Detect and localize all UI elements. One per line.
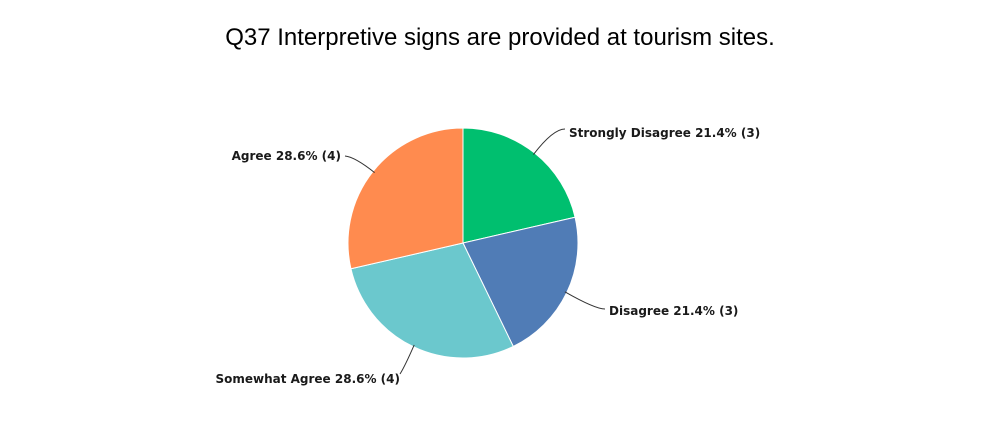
slice-label: Somewhat Agree 28.6% (4): [215, 372, 400, 386]
leader-line: [564, 291, 606, 310]
chart-title: Q37 Interpretive signs are provided at t…: [225, 24, 775, 51]
slice-label: Disagree 21.4% (3): [609, 304, 738, 318]
leader-line: [399, 344, 415, 375]
slice-label: Strongly Disagree 21.4% (3): [569, 126, 760, 140]
pie-slices: [347, 127, 579, 359]
leader-line: [344, 155, 375, 173]
leader-line: [533, 128, 566, 155]
pie-leader-lines: [344, 128, 606, 375]
slice-label: Agree 28.6% (4): [232, 149, 341, 163]
pie-labels: Strongly Disagree 21.4% (3) Disagree 21.4…: [215, 126, 760, 386]
